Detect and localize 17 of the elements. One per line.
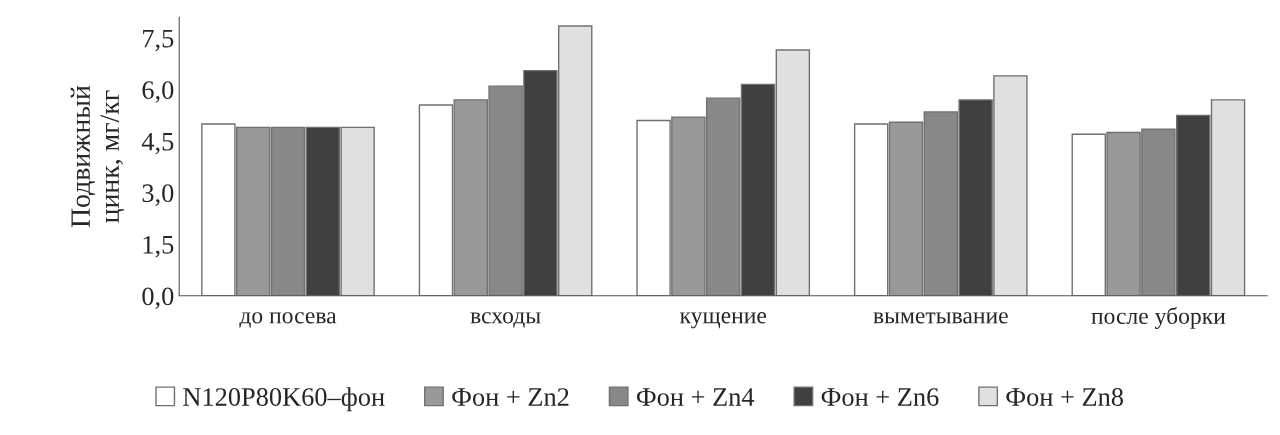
legend-label: Фон + Zn2 xyxy=(452,388,569,406)
legend-label: Фон + Zn4 xyxy=(636,388,755,406)
legend-label: N120P80K60–фон xyxy=(183,387,385,412)
y-tick-label: 3,0 xyxy=(142,184,174,206)
x-tick-label: выметывание xyxy=(873,312,1008,324)
y-tick-label: 4,5 xyxy=(141,132,174,155)
x-tick-label: всходы xyxy=(470,312,541,328)
x-tick-label: до посева xyxy=(239,312,337,328)
y-axis-title: Подвижный цинк, мг/кг xyxy=(70,85,125,228)
y-tick-label: 6,0 xyxy=(142,81,174,103)
x-tick-label: кущение xyxy=(679,312,767,329)
y-tick-label: 0,0 xyxy=(142,287,174,310)
y-tick-label: 1,5 xyxy=(143,235,174,258)
legend-label: Фон + Zn6 xyxy=(821,388,939,406)
x-tick-label: после уборки xyxy=(1091,306,1226,329)
legend-label: Фон + Zn8 xyxy=(1006,388,1124,406)
y-tick-label: 7,5 xyxy=(143,29,174,52)
